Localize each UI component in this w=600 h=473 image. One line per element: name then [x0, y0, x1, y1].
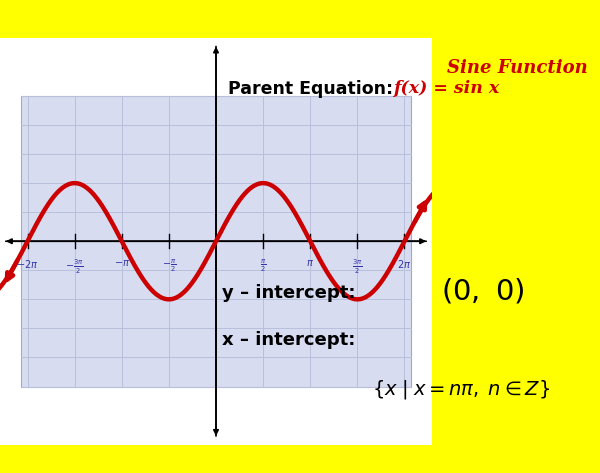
Polygon shape — [521, 40, 576, 72]
Text: $2\pi$: $2\pi$ — [397, 257, 412, 270]
Text: y – intercept:: y – intercept: — [222, 284, 355, 302]
Text: $-2\pi$: $-2\pi$ — [16, 257, 38, 270]
Text: $-\frac{3\pi}{2}$: $-\frac{3\pi}{2}$ — [65, 257, 84, 276]
Text: $\frac{\pi}{2}$: $\frac{\pi}{2}$ — [260, 257, 266, 274]
Text: $\pi$: $\pi$ — [306, 257, 314, 268]
Text: $-\frac{\pi}{2}$: $-\frac{\pi}{2}$ — [161, 257, 176, 274]
Text: $\frac{3\pi}{2}$: $\frac{3\pi}{2}$ — [352, 257, 362, 276]
Text: Parent Equation:: Parent Equation: — [228, 80, 393, 98]
Polygon shape — [514, 9, 583, 40]
Text: $(0,\ 0)$: $(0,\ 0)$ — [441, 277, 525, 306]
Text: $-\pi$: $-\pi$ — [113, 257, 130, 268]
Text: f(x) = sin x: f(x) = sin x — [393, 80, 499, 97]
FancyBboxPatch shape — [21, 96, 411, 386]
Polygon shape — [540, 54, 557, 72]
Text: Sine Function: Sine Function — [447, 59, 588, 77]
Text: $\{x\;|\;x = n\pi,\; n \in Z\}$: $\{x\;|\;x = n\pi,\; n \in Z\}$ — [372, 378, 550, 402]
Text: x – intercept:: x – intercept: — [222, 331, 355, 349]
